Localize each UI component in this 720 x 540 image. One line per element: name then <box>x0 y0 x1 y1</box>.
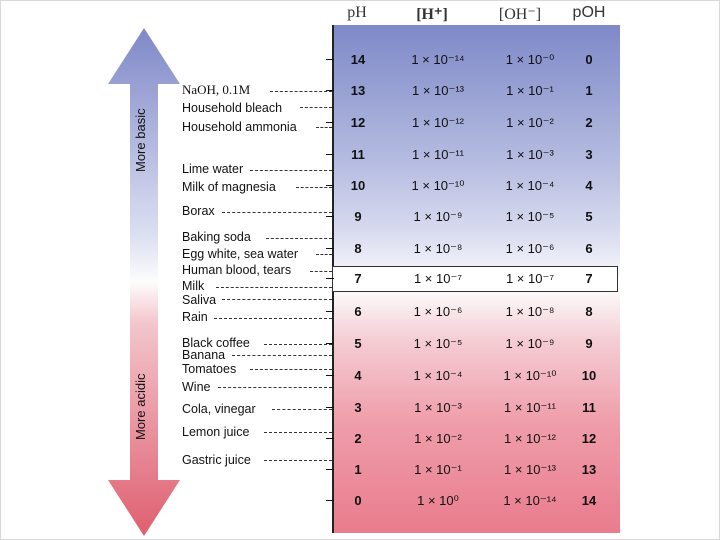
header-h-ion: [H⁺] <box>416 6 448 23</box>
neutral-row-box <box>332 266 618 292</box>
substance-tomatoes: Tomatoes <box>182 362 237 376</box>
leader-line <box>266 238 332 239</box>
substance-saliva: Saliva <box>182 293 217 307</box>
table-row: 12 1 × 10⁻¹² 1 × 10⁻² 2 <box>326 109 618 137</box>
leader-line <box>264 432 332 433</box>
more-basic-label: More basic <box>133 108 148 172</box>
leader-line <box>272 409 332 410</box>
leader-line <box>232 355 332 356</box>
header-poh: pOH <box>572 4 606 21</box>
leader-line <box>264 460 332 461</box>
substance-milk-of-magnesia: Milk of magnesia <box>182 180 276 194</box>
substance-naoh: NaOH, 0.1M <box>182 82 251 97</box>
leader-line <box>296 187 332 188</box>
substance-milk: Milk <box>182 279 205 293</box>
substance-human-blood-tears: Human blood, tears <box>182 263 292 277</box>
substance-borax: Borax <box>182 204 215 218</box>
table-row: 11 1 × 10⁻¹¹ 1 × 10⁻³ 3 <box>326 141 618 169</box>
substance-black-coffee: Black coffee <box>182 336 250 350</box>
leader-line <box>316 254 332 255</box>
basic-acidic-arrow <box>108 28 180 536</box>
substance-household-bleach: Household bleach <box>182 101 283 115</box>
leader-line <box>250 170 332 171</box>
header-oh-ion: [OH⁻] <box>498 6 542 23</box>
leader-line <box>218 387 332 388</box>
substance-rain: Rain <box>182 310 208 324</box>
table-row: 13 1 × 10⁻¹³ 1 × 10⁻¹ 1 <box>326 77 618 105</box>
leader-line <box>310 271 332 272</box>
substance-lemon-juice: Lemon juice <box>182 425 250 439</box>
leader-line <box>316 127 332 128</box>
leader-line <box>250 369 332 370</box>
leader-line <box>214 318 332 319</box>
leader-line <box>222 212 332 213</box>
leader-line <box>216 287 332 288</box>
substance-lime-water: Lime water <box>182 162 244 176</box>
leader-line <box>300 107 332 108</box>
substance-wine: Wine <box>182 380 211 394</box>
leader-line <box>222 299 332 300</box>
substance-household-ammonia: Household ammonia <box>182 120 297 134</box>
more-acidic-label: More acidic <box>133 373 148 440</box>
table-row: 14 1 × 10⁻¹⁴ 1 × 10⁻⁰ 0 <box>326 46 618 74</box>
substance-gastric-juice: Gastric juice <box>182 453 251 467</box>
substance-banana: Banana <box>182 348 226 362</box>
substance-egg-white-sea-water: Egg white, sea water <box>182 247 299 261</box>
substance-baking-soda: Baking soda <box>182 230 251 244</box>
substance-cola-vinegar: Cola, vinegar <box>182 402 256 416</box>
leader-line <box>270 91 332 92</box>
header-ph: pH <box>347 4 367 21</box>
table-row: 10 1 × 10⁻¹⁰ 1 × 10⁻⁴ 4 <box>326 172 618 200</box>
leader-line <box>264 344 332 345</box>
